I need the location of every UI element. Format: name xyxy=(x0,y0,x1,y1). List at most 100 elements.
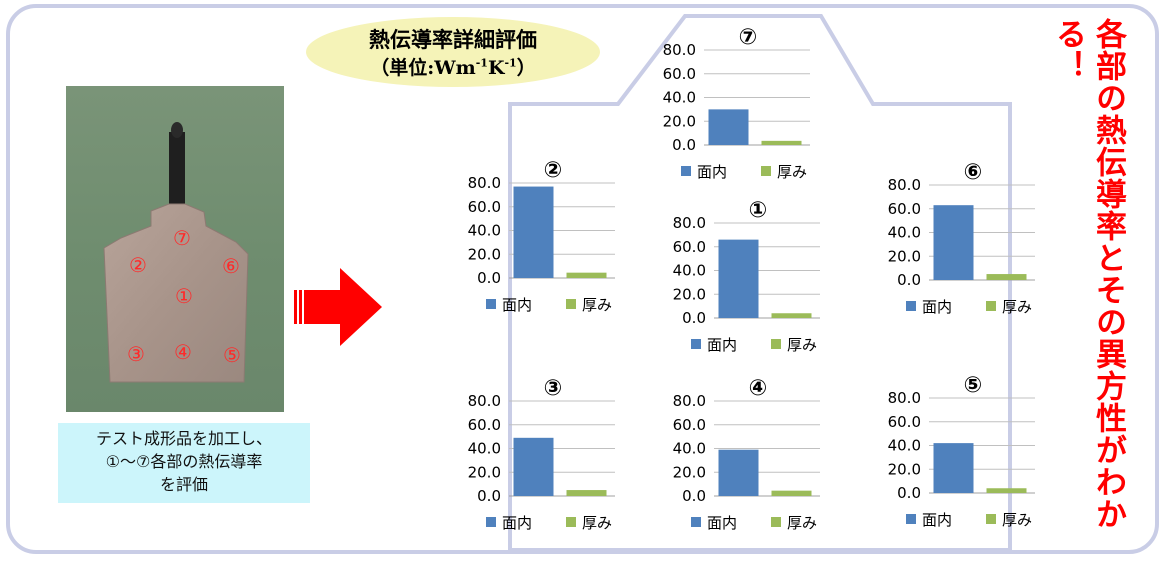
y-tick-label: 60.0 xyxy=(663,65,696,83)
y-tick-label: 0.0 xyxy=(672,136,696,154)
bar-in-plane xyxy=(718,239,759,318)
legend-swatch xyxy=(566,517,576,527)
legend-label: 厚み xyxy=(787,336,817,354)
y-tick-label: 40.0 xyxy=(468,440,501,458)
bar-in-plane xyxy=(708,109,749,145)
y-tick-label: 60.0 xyxy=(468,416,501,434)
bar-in-plane xyxy=(933,205,974,280)
y-tick-label: 0.0 xyxy=(682,309,706,327)
legend-swatch xyxy=(761,166,771,176)
photo-label-7: ⑦ xyxy=(173,226,191,250)
y-tick-label: 80.0 xyxy=(663,41,696,59)
y-tick-label: 60.0 xyxy=(888,200,921,218)
y-tick-label: 40.0 xyxy=(888,224,921,242)
chart-2: ② 0.0 20.0 40.0 60.0 80.0 面内 厚み xyxy=(445,155,615,329)
legend-label: 面内 xyxy=(502,514,532,532)
y-tick-label: 20.0 xyxy=(673,285,706,303)
chart-4: ④ 0.0 20.0 40.0 60.0 80.0 面内 厚み xyxy=(650,373,820,547)
unit-mid: K xyxy=(487,57,505,79)
bar-thickness xyxy=(771,313,812,318)
legend-label: 厚み xyxy=(582,296,612,314)
legend-label: 厚み xyxy=(582,514,612,532)
legend-label: 面内 xyxy=(502,296,532,314)
bar-thickness xyxy=(986,488,1027,493)
photo-label-3: ③ xyxy=(127,342,145,366)
chart-number: ① xyxy=(749,198,768,223)
y-tick-label: 20.0 xyxy=(888,247,921,265)
y-tick-label: 80.0 xyxy=(468,392,501,410)
legend-swatch xyxy=(486,299,496,309)
bar-thickness xyxy=(761,140,802,145)
y-tick-label: 40.0 xyxy=(673,262,706,280)
chart-2-svg: ② 0.0 20.0 40.0 60.0 80.0 面内 厚み xyxy=(468,158,615,314)
y-tick-label: 0.0 xyxy=(477,487,501,505)
y-tick-label: 40.0 xyxy=(673,440,706,458)
page-title: 熱伝導率詳細評価 xyxy=(369,27,537,52)
legend-label: 面内 xyxy=(707,514,737,532)
bar-thickness xyxy=(986,274,1027,280)
bar-thickness xyxy=(566,272,607,278)
caption-line-3: を評価 xyxy=(159,475,208,494)
legend-swatch xyxy=(986,514,996,524)
chart-3: ③ 0.0 20.0 40.0 60.0 80.0 面内 厚み xyxy=(445,373,615,547)
title-unit: （単位:Wm-1K-1） xyxy=(306,53,600,80)
bar-thickness xyxy=(566,490,607,496)
y-tick-label: 80.0 xyxy=(888,176,921,194)
bar-in-plane xyxy=(933,443,974,493)
chart-6: ⑥ 0.0 20.0 40.0 60.0 80.0 面内 厚み xyxy=(865,157,1035,331)
chart-number: ③ xyxy=(544,376,563,401)
legend-swatch xyxy=(771,517,781,527)
y-tick-label: 60.0 xyxy=(468,198,501,216)
chart-4-svg: ④ 0.0 20.0 40.0 60.0 80.0 面内 厚み xyxy=(673,376,820,532)
chart-1: ① 0.0 20.0 40.0 60.0 80.0 面内 厚み xyxy=(650,195,820,369)
bar-thickness xyxy=(771,490,812,496)
chart-6-svg: ⑥ 0.0 20.0 40.0 60.0 80.0 面内 厚み xyxy=(888,160,1035,316)
y-tick-label: 0.0 xyxy=(897,271,921,289)
chart-7: ⑦ 0.0 20.0 40.0 60.0 80.0 面内 厚み xyxy=(640,22,810,196)
chart-1-svg: ① 0.0 20.0 40.0 60.0 80.0 面内 厚み xyxy=(673,198,820,354)
caption-line-1: テスト成形品を加工し、 xyxy=(95,429,272,448)
chart-number: ⑦ xyxy=(739,25,758,50)
legend-label: 面内 xyxy=(922,511,952,529)
y-tick-label: 80.0 xyxy=(468,174,501,192)
y-tick-label: 40.0 xyxy=(468,222,501,240)
unit-sup-1: -1 xyxy=(475,56,488,70)
y-tick-label: 60.0 xyxy=(888,413,921,431)
photo-label-1: ① xyxy=(175,284,193,308)
chart-number: ⑥ xyxy=(964,160,983,185)
caption-box: テスト成形品を加工し、 ①～⑦各部の熱伝導率 を評価 xyxy=(58,423,310,503)
legend-label: 面内 xyxy=(707,336,737,354)
photo-label-5: ⑤ xyxy=(223,343,241,367)
photo-label-2: ② xyxy=(129,253,147,277)
legend-swatch xyxy=(691,517,701,527)
y-tick-label: 80.0 xyxy=(673,392,706,410)
test-part-illustration xyxy=(103,122,249,383)
legend-swatch xyxy=(691,339,701,349)
legend-label: 厚み xyxy=(777,163,807,181)
right-arrow-icon xyxy=(294,268,382,346)
y-tick-label: 0.0 xyxy=(477,269,501,287)
unit-sup-2: -1 xyxy=(504,56,517,70)
chart-7-svg: ⑦ 0.0 20.0 40.0 60.0 80.0 面内 厚み xyxy=(663,25,810,181)
legend-label: 厚み xyxy=(1002,511,1032,529)
bar-in-plane xyxy=(718,449,759,496)
photo-label-6: ⑥ xyxy=(222,254,240,278)
side-message: 各部の熱伝導率とその異方性がわかる！ xyxy=(1050,18,1126,530)
y-tick-label: 20.0 xyxy=(468,463,501,481)
legend-label: 面内 xyxy=(697,163,727,181)
caption-line-2: ①～⑦各部の熱伝導率 xyxy=(105,452,263,471)
chart-5: ⑤ 0.0 20.0 40.0 60.0 80.0 面内 厚み xyxy=(865,370,1035,544)
bar-in-plane xyxy=(513,186,554,278)
y-tick-label: 20.0 xyxy=(888,460,921,478)
title-ellipse xyxy=(306,17,600,87)
legend-swatch xyxy=(486,517,496,527)
chart-5-svg: ⑤ 0.0 20.0 40.0 60.0 80.0 面内 厚み xyxy=(888,373,1035,529)
y-tick-label: 0.0 xyxy=(897,484,921,502)
legend-swatch xyxy=(906,514,916,524)
legend-swatch xyxy=(986,301,996,311)
y-tick-label: 40.0 xyxy=(888,437,921,455)
legend-swatch xyxy=(771,339,781,349)
y-tick-label: 20.0 xyxy=(673,463,706,481)
y-tick-label: 60.0 xyxy=(673,238,706,256)
